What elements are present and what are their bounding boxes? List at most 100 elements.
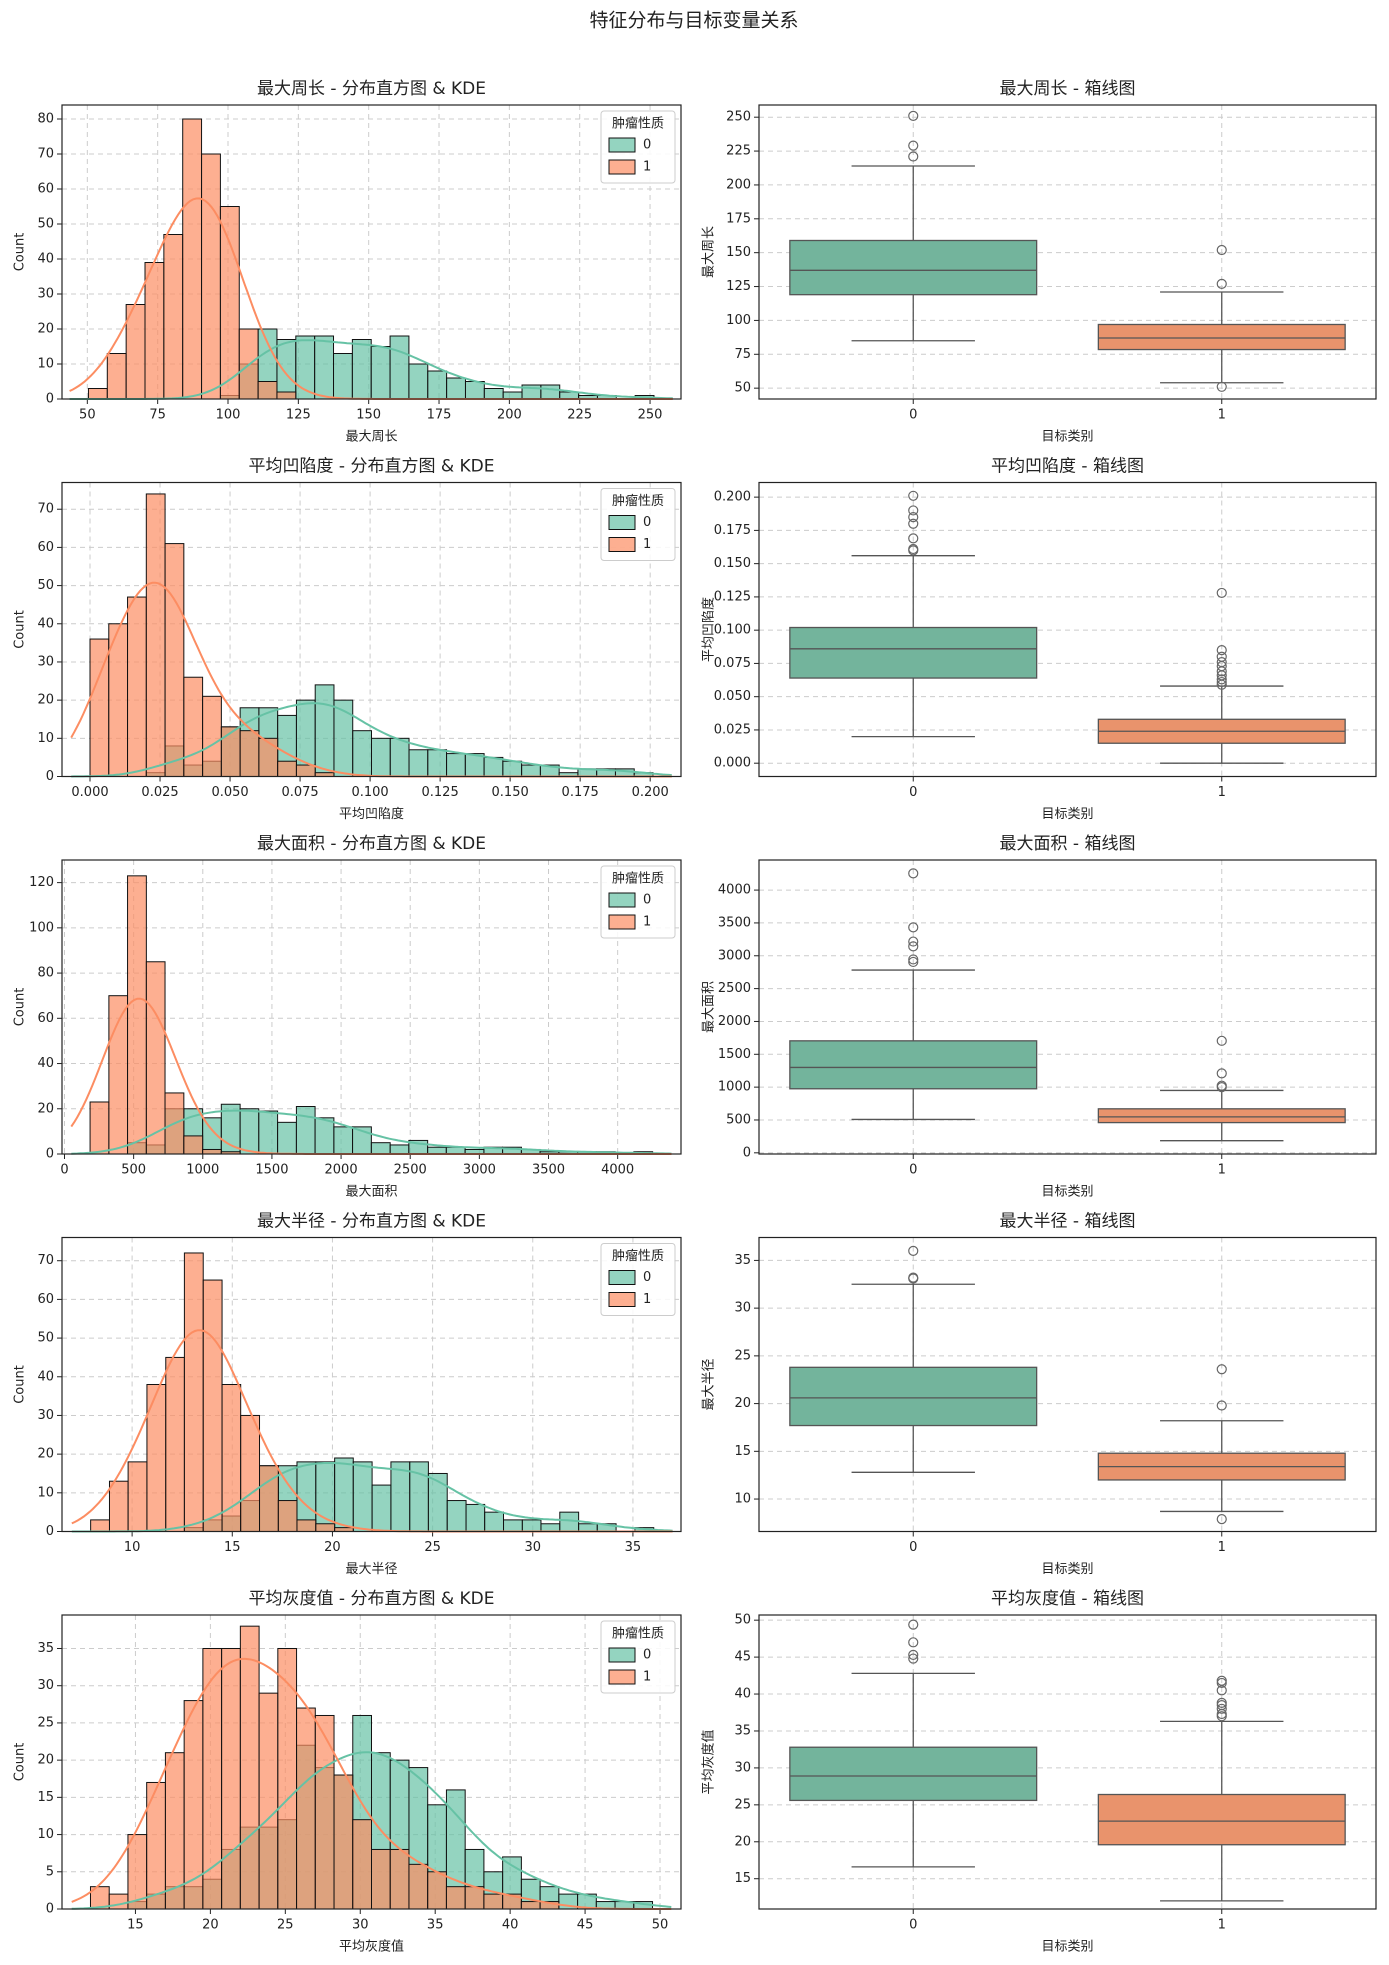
outlier [908,140,919,151]
y-tick-label: 50 [734,381,751,396]
x-tick-label: 15 [127,1918,144,1933]
x-tick-label: 4000 [601,1163,634,1178]
histogram-bar [521,1519,542,1533]
outlier [908,936,919,947]
outlier [908,1649,919,1660]
plot-frame [61,481,682,778]
histogram-bar [202,1279,223,1532]
chart-title: 最大面积 - 分布直方图 & KDE [257,834,486,854]
x-tick-label: 1500 [255,1163,288,1178]
y-tick-label: 30 [734,1760,751,1775]
histogram-bar [127,1461,148,1532]
x-tick-label: 20 [324,1540,341,1555]
histogram-bar [483,1893,504,1910]
chart-title: 平均凹陷度 - 箱线图 [991,457,1144,477]
kde-curve [71,1751,672,1910]
y-tick-label: 50 [37,217,54,232]
x-axis-label: 目标类别 [1041,1940,1093,1955]
x-tick-label: 0 [909,1540,917,1555]
x-tick-label: 15 [224,1540,241,1555]
outlier [908,922,919,933]
y-tick-label: 10 [734,1492,751,1507]
y-tick-label: 50 [37,578,54,593]
y-tick-label: 0.000 [714,756,751,771]
histogram-bar [106,353,127,400]
legend-title: 肿瘤性质 [612,493,664,509]
y-tick-label: 2000 [718,1014,751,1029]
x-axis-label: 目标类别 [1041,1185,1093,1200]
histogram-bar [257,381,278,400]
outlier [908,110,919,121]
y-tick-label: 20 [37,1753,54,1768]
y-tick-label: 50 [37,1331,54,1346]
histogram-bar [239,1108,260,1155]
chart-title: 最大半径 - 箱线图 [1000,1212,1136,1232]
histogram-bar [145,493,166,777]
histogram-bar [240,1414,261,1533]
histogram-bar [502,760,523,778]
histogram-bar [164,543,185,777]
panel: 最大周长 - 分布直方图 & KDE最大周长Count0102030405060… [13,79,682,445]
x-tick-label: 175 [427,408,452,423]
histogram-bar [202,1148,222,1155]
histogram-bar [163,234,184,400]
legend-label: 1 [643,1670,651,1685]
legend-swatch [608,159,636,175]
histogram-bar [465,1503,486,1532]
y-tick-label: 30 [37,1408,54,1423]
histogram-bar [127,875,147,1155]
y-tick-label: 1500 [718,1047,751,1062]
histogram-bar [483,388,504,400]
box [789,1366,1038,1427]
y-tick-label: 20 [734,1396,751,1411]
y-tick-label: 20 [37,693,54,708]
legend-label: 0 [643,515,651,530]
y-tick-label: 60 [37,1011,54,1026]
chart-title: 平均灰度值 - 箱线图 [991,1589,1144,1609]
y-tick-label: 70 [37,1253,54,1268]
y-tick-label: 0.200 [714,490,751,505]
outlier [1216,278,1227,289]
box [1097,1108,1346,1124]
panel: 最大半径 - 分布直方图 & KDE最大半径Count0102030405060… [13,1212,682,1577]
x-tick-label: 1 [1218,408,1226,423]
histogram-bar [108,995,129,1155]
histogram-bar [239,730,260,778]
histogram-bar [108,1893,129,1910]
histogram-bar [258,1692,279,1910]
x-tick-label: 500 [121,1163,146,1178]
y-tick-label: 500 [726,1112,751,1127]
legend-label: 1 [643,915,651,930]
x-tick-label: 40 [502,1918,519,1933]
legend-swatch [608,914,636,930]
x-tick-label: 0.150 [492,785,529,800]
y-tick-label: 20 [37,322,54,337]
y-tick-label: 30 [37,287,54,302]
y-tick-label: 60 [37,1292,54,1307]
x-tick-label: 0 [909,785,917,800]
histogram-bar [446,377,466,400]
legend-label: 0 [643,138,651,153]
legend-title: 肿瘤性质 [612,1626,664,1642]
y-tick-label: 40 [734,1687,751,1702]
y-axis-label: 最大周长 [702,226,717,278]
histogram-bar [295,1106,316,1155]
kde-curve [71,1462,673,1533]
x-tick-label: 100 [216,408,241,423]
outlier [1216,1364,1227,1375]
y-axis-label: Count [13,1743,28,1782]
histogram-bar [183,1135,204,1155]
plot-frame [61,1236,682,1533]
legend-title: 肿瘤性质 [612,871,664,887]
plot-frame [61,1614,682,1910]
legend-label: 1 [643,1292,651,1307]
histogram-bar [445,1886,466,1910]
histogram-bar [371,737,391,777]
box [789,239,1038,296]
histogram-bar [333,1774,354,1910]
y-tick-label: 70 [37,502,54,517]
x-tick-label: 0.175 [562,785,599,800]
histogram-bar [464,1886,485,1910]
x-tick-label: 45 [577,1918,594,1933]
y-tick-label: 35 [734,1723,751,1738]
